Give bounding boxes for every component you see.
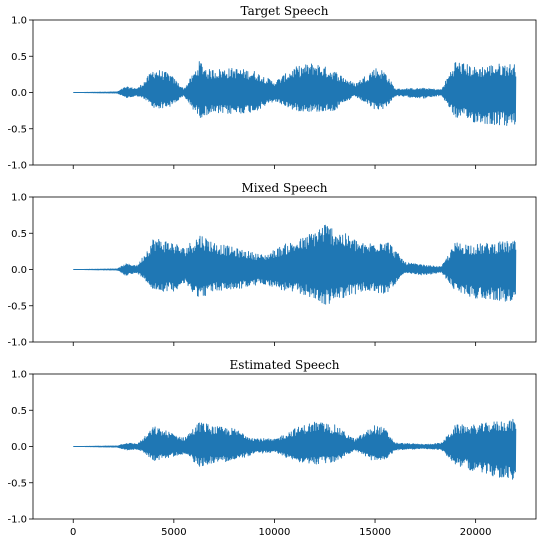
waveform-line xyxy=(73,61,517,126)
y-tick-label: -1.0 xyxy=(7,338,27,349)
panel-2: Mixed Speech 1.0 0.5 0.0 -0.5 -1.0 xyxy=(7,181,537,349)
waveform-line xyxy=(73,224,517,305)
x-tick-label: 10000 xyxy=(259,527,291,538)
y-tick-label: -0.5 xyxy=(7,478,27,489)
y-tick-label: -0.5 xyxy=(7,301,27,312)
y-tick-label: -1.0 xyxy=(7,515,27,526)
x-tick-label: 0 xyxy=(70,527,76,538)
y-tick-label: -0.5 xyxy=(7,124,27,135)
axes-frame xyxy=(32,19,537,166)
y-tick-label: 0.5 xyxy=(11,406,27,417)
axes-frame xyxy=(32,196,537,343)
panel-1: Target Speech 1.0 0.5 0.0 -0.5 -1.0 xyxy=(7,4,537,172)
y-tick-label: 1.0 xyxy=(11,370,27,381)
y-tick-label: 0.0 xyxy=(11,442,27,453)
y-tick-label: 0.0 xyxy=(11,265,27,276)
y-tick-label: 0.0 xyxy=(11,88,27,99)
y-tick-label: 0.5 xyxy=(11,229,27,240)
waveform-line xyxy=(73,418,517,480)
x-tick-label: 20000 xyxy=(460,527,492,538)
panel-title: Target Speech xyxy=(241,4,329,18)
panel-3: Estimated Speech 1.0 0.5 0.0 -0.5 -1.0 0 5000 10… xyxy=(7,358,537,538)
panel-title: Mixed Speech xyxy=(241,181,327,195)
x-tick-label: 5000 xyxy=(161,527,186,538)
y-tick-label: 0.5 xyxy=(11,52,27,63)
axes-frame xyxy=(32,373,537,520)
panel-title: Estimated Speech xyxy=(229,358,339,372)
y-tick-label: -1.0 xyxy=(7,161,27,172)
y-tick-label: 1.0 xyxy=(11,193,27,204)
x-tick-label: 15000 xyxy=(359,527,391,538)
y-tick-label: 1.0 xyxy=(11,16,27,27)
